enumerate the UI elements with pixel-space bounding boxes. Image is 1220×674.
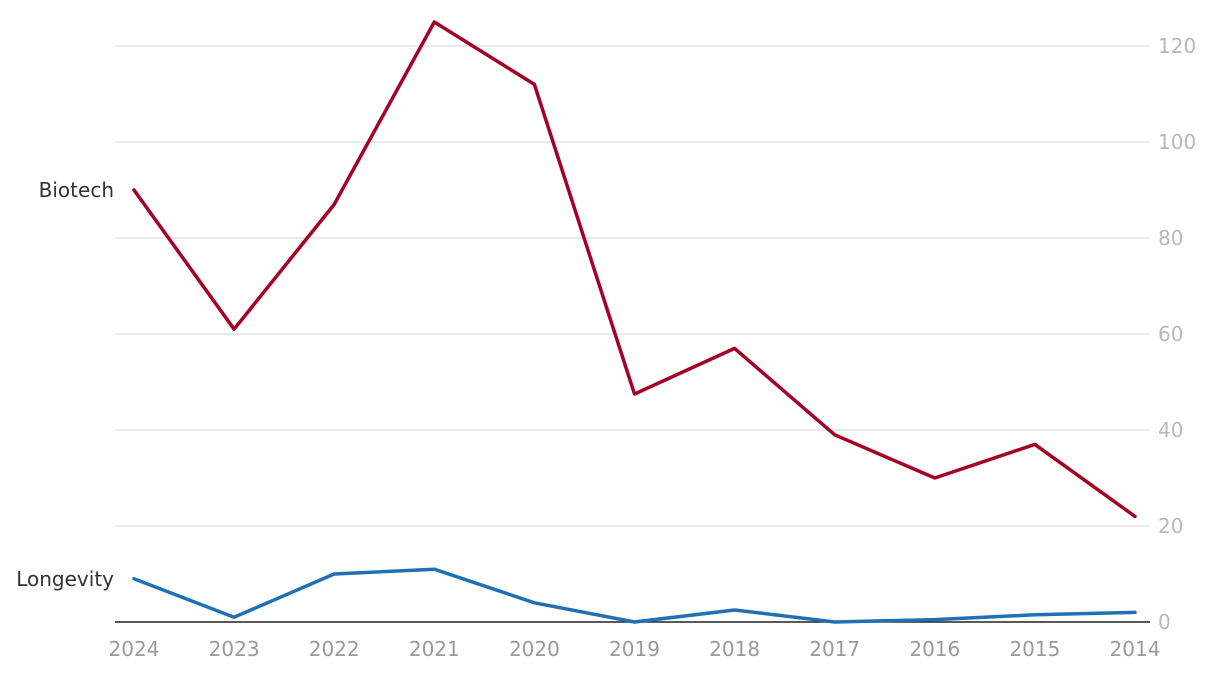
x-tick-label: 2024 [109, 637, 160, 661]
y-tick-label: 100 [1158, 130, 1196, 154]
y-tick-label: 120 [1158, 34, 1196, 58]
y-axis-tick-labels: 0 20 40 60 80 100 120 [1158, 34, 1196, 634]
gridlines [115, 45, 1150, 623]
x-tick-label: 2020 [509, 637, 560, 661]
x-tick-label: 2023 [209, 637, 260, 661]
y-tick-label: 20 [1158, 514, 1183, 538]
y-tick-label: 60 [1158, 322, 1183, 346]
x-tick-label: 2015 [1009, 637, 1060, 661]
x-tick-label: 2018 [709, 637, 760, 661]
x-tick-label: 2019 [609, 637, 660, 661]
x-axis-tick-labels: 2024 2023 2022 2021 2020 2019 2018 2017 2016 2015… [109, 637, 1161, 661]
series-lines [132, 20, 1137, 624]
y-tick-label: 40 [1158, 418, 1183, 442]
longevity-series-label: Longevity [16, 567, 114, 591]
series-labels: Biotech Longevity [16, 178, 114, 591]
x-tick-label: 2021 [409, 637, 460, 661]
y-tick-label: 0 [1158, 610, 1171, 634]
longevity-line [132, 567, 1137, 624]
y-tick-label: 80 [1158, 226, 1183, 250]
biotech-series-label: Biotech [39, 178, 114, 202]
x-tick-label: 2017 [809, 637, 860, 661]
x-tick-label: 2022 [309, 637, 360, 661]
x-tick-label: 2014 [1110, 637, 1161, 661]
x-tick-label: 2016 [909, 637, 960, 661]
biotech-line [132, 20, 1137, 519]
